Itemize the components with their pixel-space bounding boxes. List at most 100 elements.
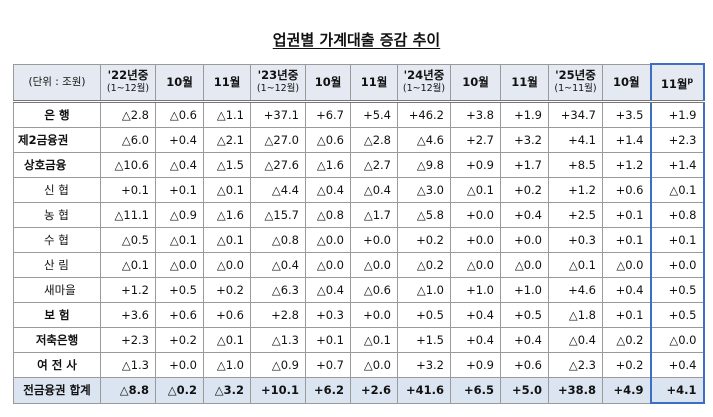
value-cell: +0.4 (500, 327, 549, 353)
table-row: 은 행 △2.8 △0.6 △1.1 +37.1 +6.7 +5.4 +46.2 +3.8 +1.… (13, 101, 705, 128)
value-cell: +0.9 (450, 352, 501, 378)
value-cell: △2.7 (350, 152, 398, 178)
value-cell: +1.2 (100, 277, 156, 303)
value-cell: +0.2 (397, 227, 451, 253)
value-cell: +1.9 (500, 101, 549, 128)
value-cell: +0.5 (649, 277, 705, 303)
value-cell: +5.4 (350, 101, 398, 128)
value-cell: △11.1 (100, 202, 156, 228)
value-cell: △0.2 (155, 377, 204, 404)
header-cell: 11월 (350, 63, 398, 103)
row-label: 상호금융 (13, 152, 101, 178)
value-cell: △6.0 (100, 127, 156, 153)
value-cell: +1.9 (649, 101, 705, 128)
value-cell: +2.6 (350, 377, 398, 404)
header-text: '25년중 (555, 68, 596, 83)
value-cell: +0.4 (450, 327, 501, 353)
value-cell: △27.0 (250, 127, 306, 153)
value-cell: +0.1 (602, 302, 651, 328)
value-cell: +1.2 (548, 177, 603, 203)
value-cell: +1.0 (450, 277, 501, 303)
value-cell: △1.6 (203, 202, 251, 228)
value-cell: △0.4 (155, 152, 204, 178)
value-cell: △0.0 (203, 252, 251, 278)
value-cell: △0.1 (649, 177, 705, 203)
header-cell: '23년중 (1~12월) (250, 63, 306, 103)
value-cell: +1.7 (500, 152, 549, 178)
value-cell: +1.2 (602, 152, 651, 178)
value-cell: △0.6 (305, 127, 351, 153)
value-cell: △4.6 (397, 127, 451, 153)
value-cell: +0.1 (305, 327, 351, 353)
value-cell: △6.3 (250, 277, 306, 303)
data-table: (단위 : 조원) '22년중 (1~12월) 10월 11월 '23년중 (1~12월) 1… (13, 63, 705, 404)
table-row: 수 협 △0.5 △0.1 △0.1 △0.8 △0.0 +0.0 +0.2 +0.0 +0.0 +… (13, 227, 705, 253)
value-cell: +6.7 (305, 101, 351, 128)
value-cell: △0.6 (155, 101, 204, 128)
table-row: 신 협 +0.1 +0.1 △0.1 △4.4 △0.4 △0.4 △3.0 △0.1 +0.2 +… (13, 177, 705, 203)
value-cell: △0.9 (155, 202, 204, 228)
value-cell: +0.4 (155, 127, 204, 153)
value-cell: △0.2 (602, 327, 651, 353)
header-cell: 10월 (155, 63, 204, 103)
value-cell: +10.1 (250, 377, 306, 404)
value-cell: +0.6 (203, 302, 251, 328)
value-cell: △0.4 (548, 327, 603, 353)
row-label: 새마을 (13, 277, 101, 303)
value-cell: +0.5 (500, 302, 549, 328)
value-cell: +0.0 (450, 202, 501, 228)
value-cell: +3.6 (100, 302, 156, 328)
value-cell: +0.1 (155, 177, 204, 203)
value-cell: +0.2 (500, 177, 549, 203)
value-cell: △0.0 (500, 252, 549, 278)
value-cell: +0.5 (397, 302, 451, 328)
value-cell: +3.8 (450, 101, 501, 128)
header-text: (1~11월) (554, 83, 597, 95)
value-cell: △0.0 (155, 252, 204, 278)
header-text: 10월 (314, 75, 342, 90)
value-cell: △0.0 (649, 327, 705, 353)
value-cell: +4.1 (649, 377, 705, 404)
table-row: 새마을 +1.2 +0.5 +0.2 △6.3 △0.4 △0.6 △1.0 +1.0 +1.0 +… (13, 277, 705, 303)
value-cell: +0.1 (602, 227, 651, 253)
table-row: 제2금융권 △6.0 +0.4 △2.1 △27.0 △0.6 △2.8 △4.6 +2.7 +3… (13, 127, 705, 153)
value-cell: +0.8 (649, 202, 705, 228)
value-cell: △9.8 (397, 152, 451, 178)
value-cell: +37.1 (250, 101, 306, 128)
value-cell: +0.9 (450, 152, 501, 178)
value-cell: △1.5 (203, 152, 251, 178)
value-cell: +0.1 (100, 177, 156, 203)
row-label: 산 림 (13, 252, 101, 278)
header-cell: 11월p (649, 63, 705, 103)
table-row: 여 전 사 △1.3 +0.0 △1.0 △0.9 +0.7 △0.0 +3.2 +0.9 +0.… (13, 352, 705, 378)
header-cell: 10월 (450, 63, 501, 103)
value-cell: △0.0 (305, 227, 351, 253)
value-cell: △8.8 (100, 377, 156, 404)
value-cell: △0.1 (203, 327, 251, 353)
value-cell: +2.3 (649, 127, 705, 153)
table-row: 농 협 △11.1 △0.9 △1.6 △15.7 △0.8 △1.7 △5.8 +0.0 +0.… (13, 202, 705, 228)
value-cell: +38.8 (548, 377, 603, 404)
header-cell: 11월 (500, 63, 549, 103)
value-cell: +41.6 (397, 377, 451, 404)
header-text: (1~12월) (256, 83, 300, 95)
value-cell: +4.1 (548, 127, 603, 153)
value-cell: △0.6 (350, 277, 398, 303)
value-cell: +0.5 (649, 302, 705, 328)
value-cell: +1.4 (602, 127, 651, 153)
value-cell: △0.0 (305, 252, 351, 278)
value-cell: +0.6 (155, 302, 204, 328)
value-cell: +4.6 (548, 277, 603, 303)
value-cell: △4.4 (250, 177, 306, 203)
value-cell: △0.5 (100, 227, 156, 253)
value-cell: △1.1 (203, 101, 251, 128)
header-cell: '25년중 (1~11월) (548, 63, 603, 103)
value-cell: △0.1 (450, 177, 501, 203)
header-text: 11월 (511, 75, 538, 90)
value-cell: △2.3 (548, 352, 603, 378)
value-cell: +1.0 (500, 277, 549, 303)
value-cell: △1.0 (397, 277, 451, 303)
value-cell: △0.0 (450, 252, 501, 278)
header-text: (1~12월) (106, 83, 150, 95)
